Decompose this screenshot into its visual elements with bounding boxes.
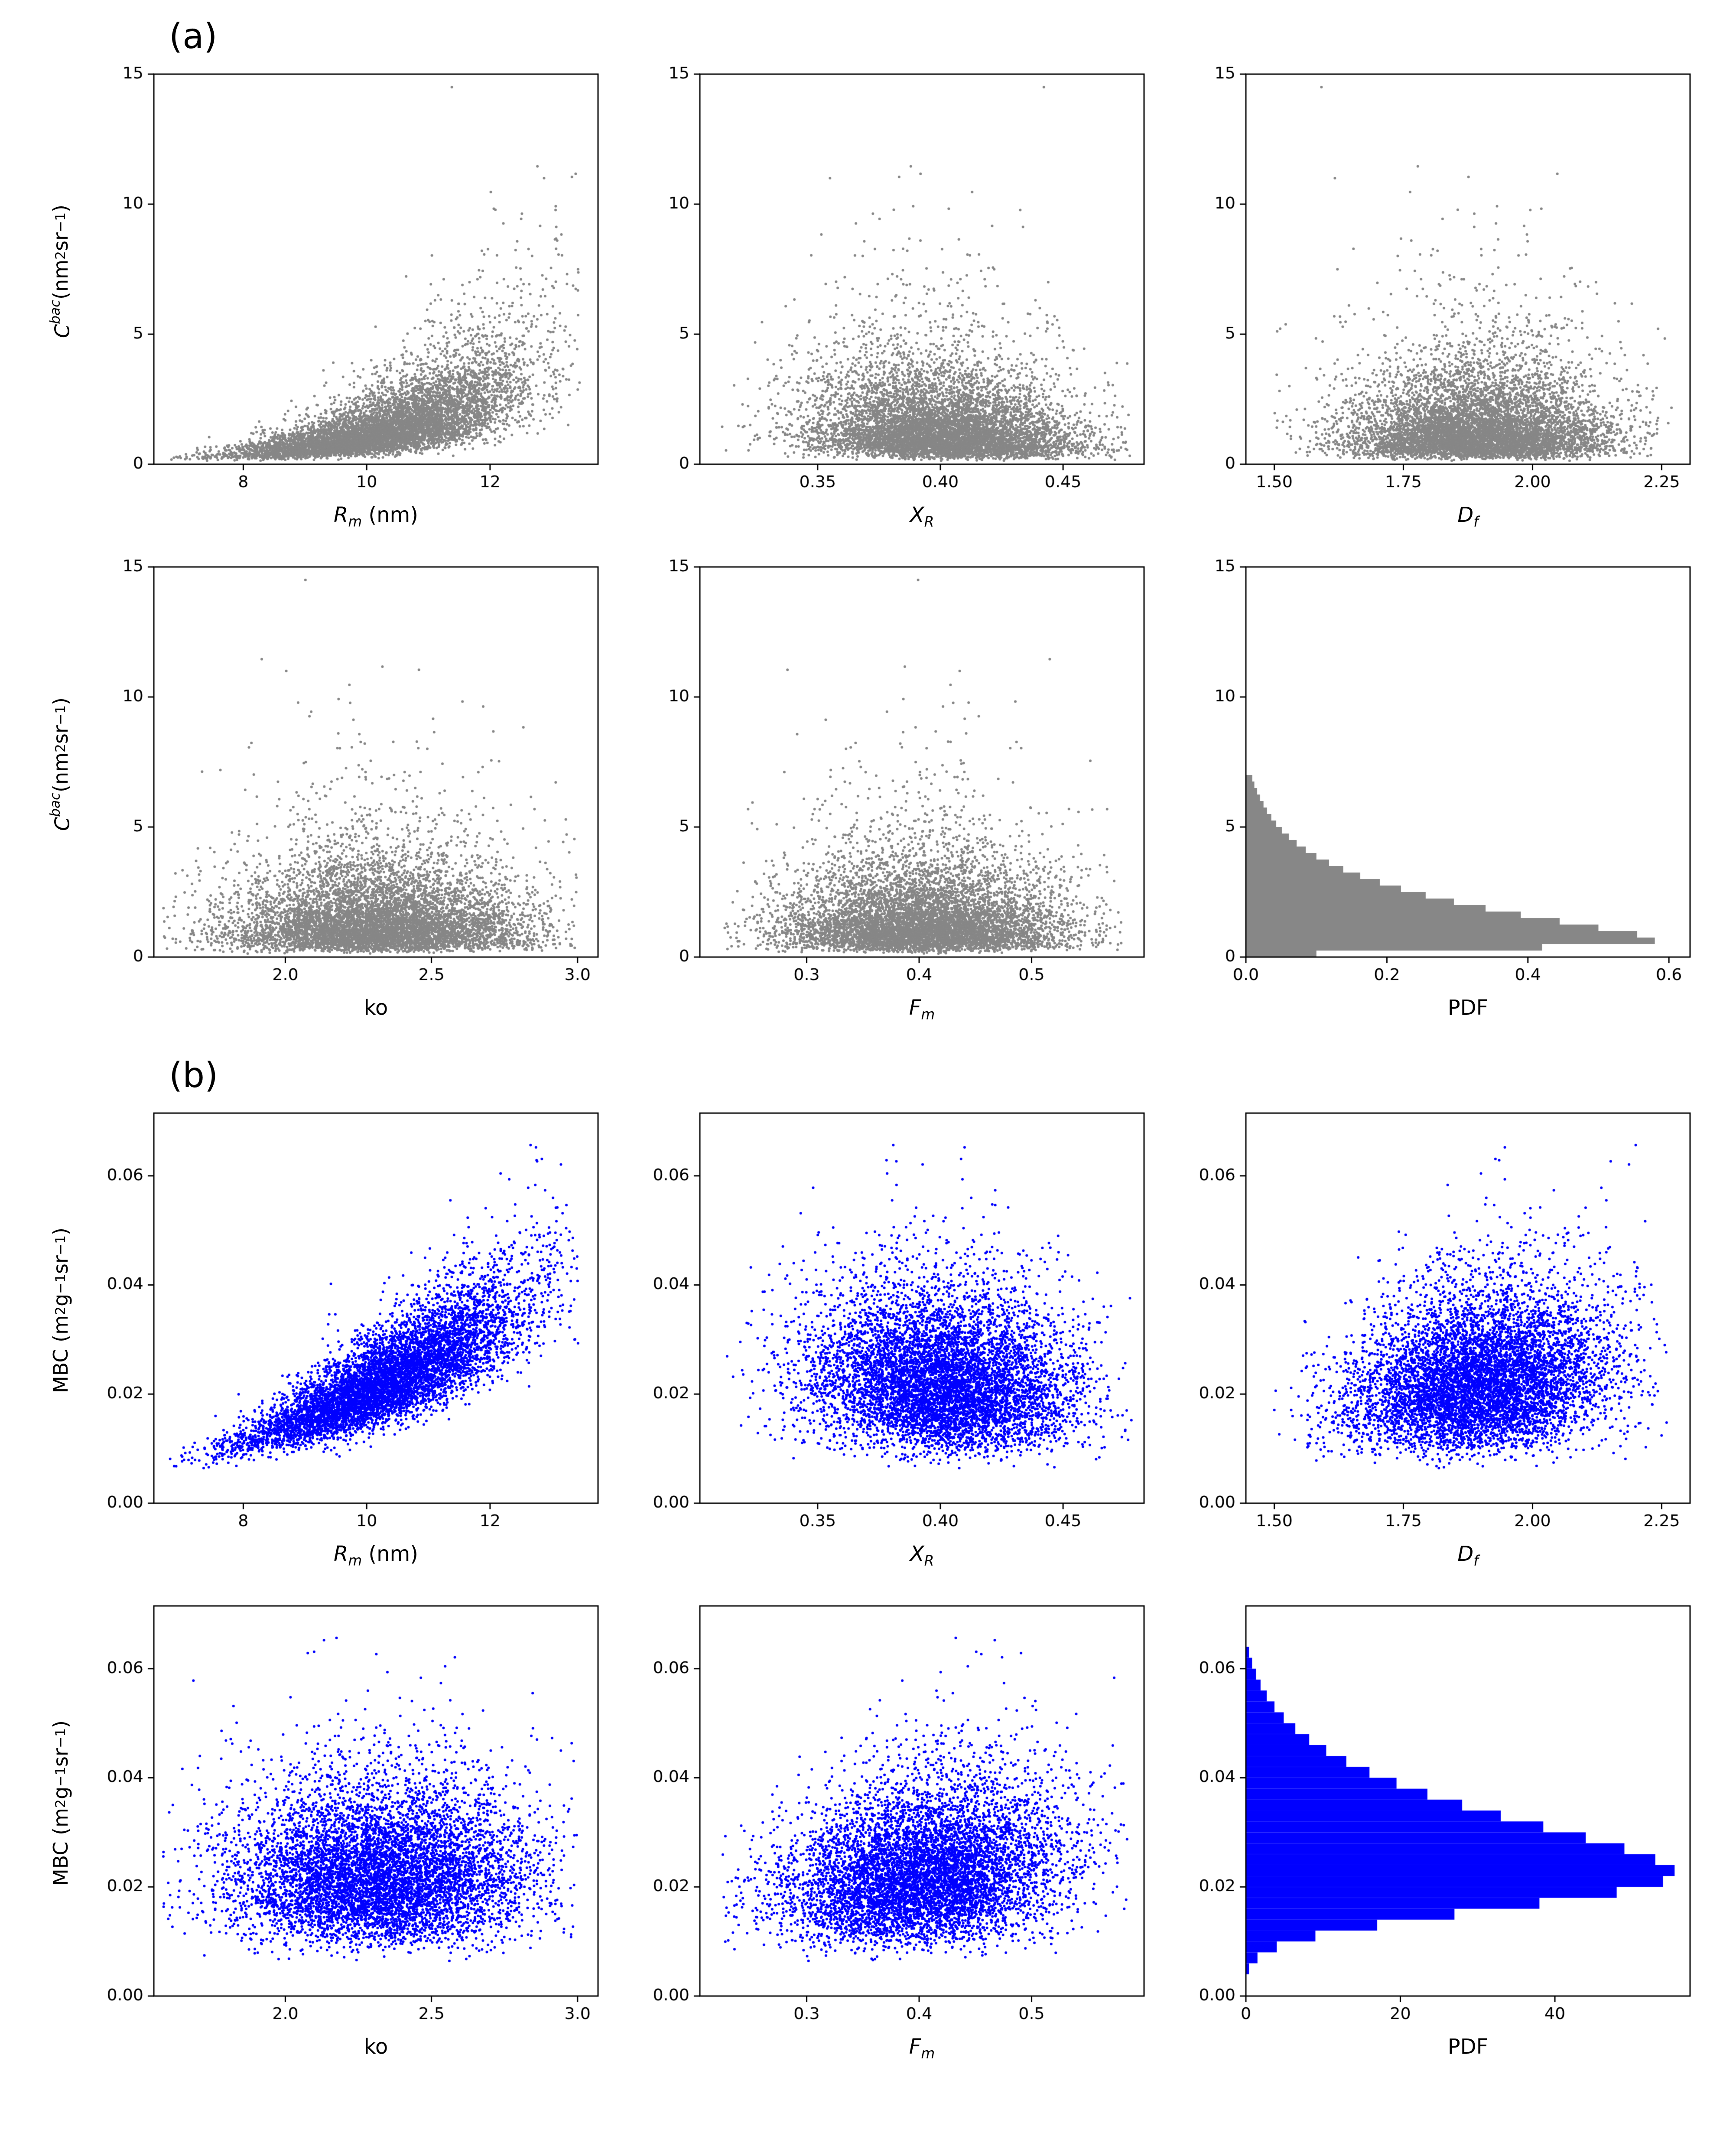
subplot-a2: XR: [626, 63, 1153, 544]
scatter-a-Rm: [80, 63, 607, 501]
subplot-a1: Cbac (nm 2 sr −1) Rm (nm): [41, 63, 607, 544]
subplot-b3: Df: [1172, 1102, 1699, 1583]
y-axis-label-b: MBC (m 2 g −1 sr −1): [49, 1720, 72, 1886]
x-axis-label: XR: [910, 503, 934, 530]
subplot-b2: XR: [626, 1102, 1153, 1583]
x-axis-label: Fm: [909, 996, 935, 1023]
y-axis-label-a: Cbac (nm 2 sr −1): [47, 205, 74, 338]
histogram-a-pdf: [1172, 556, 1699, 994]
panel-a: (a) Cbac (nm 2 sr −1) Rm (nm) XR Df Cbac (nm 2 sr…: [41, 17, 1736, 1037]
scatter-a-ko: [80, 556, 607, 994]
x-axis-label: Df: [1457, 1542, 1479, 1569]
subplot-a4: Cbac (nm 2 sr −1) ko: [41, 556, 607, 1037]
panel-a-label: (a): [169, 16, 218, 56]
scatter-b-Df: [1172, 1102, 1699, 1540]
subplot-b6: PDF: [1172, 1595, 1699, 2076]
x-axis-label: PDF: [1447, 996, 1489, 1020]
subplot-a6: PDF: [1172, 556, 1699, 1037]
x-axis-label: Fm: [909, 2035, 935, 2062]
scatter-a-XR: [626, 63, 1153, 501]
subplot-a5: Fm: [626, 556, 1153, 1037]
scatter-a-Df: [1172, 63, 1699, 501]
x-axis-label: ko: [364, 2035, 388, 2059]
x-axis-label: Rm (nm): [333, 1542, 419, 1569]
x-axis-label: PDF: [1447, 2035, 1489, 2059]
x-axis-label: XR: [910, 1542, 934, 1569]
histogram-b-pdf: [1172, 1595, 1699, 2033]
subplot-b1: MBC (m 2 g −1 sr −1) Rm (nm): [41, 1102, 607, 1583]
x-axis-label: Df: [1457, 503, 1479, 530]
scatter-b-Fm: [626, 1595, 1153, 2033]
subplot-b4: MBC (m 2 g −1 sr −1) ko: [41, 1595, 607, 2076]
x-axis-label: Rm (nm): [333, 503, 419, 530]
panel-a-grid: Cbac (nm 2 sr −1) Rm (nm) XR Df Cbac (nm 2 sr −1) k…: [41, 63, 1703, 1037]
panel-b-grid: MBC (m 2 g −1 sr −1) Rm (nm) XR Df MBC (m 2 g −1 sr −1…: [41, 1102, 1703, 2076]
scatter-b-Rm: [80, 1102, 607, 1540]
y-axis-label-b: MBC (m 2 g −1 sr −1): [49, 1227, 72, 1394]
x-axis-label: ko: [364, 996, 388, 1020]
subplot-b5: Fm: [626, 1595, 1153, 2076]
scatter-a-Fm: [626, 556, 1153, 994]
panel-b-label: (b): [169, 1055, 218, 1095]
scatter-b-ko: [80, 1595, 607, 2033]
subplot-a3: Df: [1172, 63, 1699, 544]
scatter-b-XR: [626, 1102, 1153, 1540]
y-axis-label-a: Cbac (nm 2 sr −1): [47, 697, 74, 831]
panel-b: (b) MBC (m 2 g −1 sr −1) Rm (nm) XR Df MBC (m 2 g −1…: [41, 1056, 1736, 2076]
